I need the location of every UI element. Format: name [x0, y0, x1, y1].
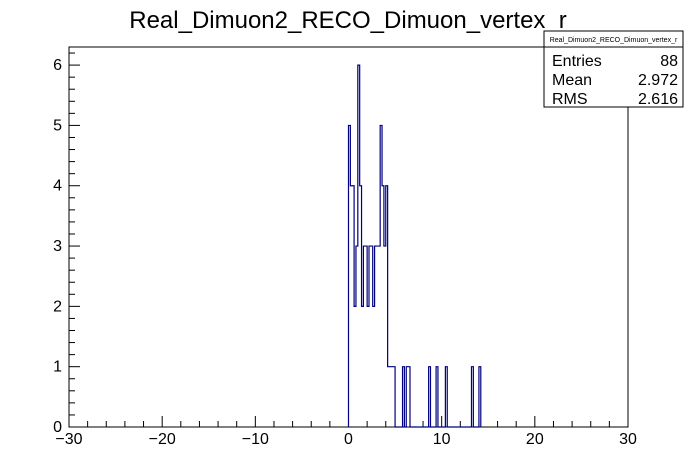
- stats-box-frame: [543, 30, 684, 108]
- stats-mean-label: Mean: [552, 72, 592, 89]
- stats-entries-value: 88: [660, 53, 678, 70]
- y-tick-label: 0: [53, 419, 62, 436]
- x-tick-label: 30: [619, 431, 637, 448]
- y-tick-label: 4: [53, 178, 62, 195]
- y-tick-label: 1: [53, 359, 62, 376]
- x-tick-label: −10: [242, 431, 269, 448]
- stats-rms-value: 2.616: [638, 91, 678, 108]
- x-tick-label: 0: [344, 431, 353, 448]
- axis-ticks: [68, 52, 629, 428]
- stats-rms-label: RMS: [552, 91, 588, 108]
- histogram-line: [347, 64, 482, 428]
- x-tick-label: 20: [526, 431, 544, 448]
- x-tick-label: −30: [55, 431, 82, 448]
- chart-title: Real_Dimuon2_RECO_Dimuon_vertex_r: [129, 7, 567, 34]
- tick-labels: −30 −20 −10 0 10 20 30 0 1 2 3 4 5 6: [53, 57, 637, 448]
- stats-entries-label: Entries: [552, 53, 602, 70]
- y-tick-label: 6: [53, 57, 62, 74]
- stats-mean-value: 2.972: [638, 72, 678, 89]
- x-tick-label: −20: [149, 431, 176, 448]
- y-tick-label: 3: [53, 238, 62, 255]
- stats-box: Real_Dimuon2_RECO_Dimuon_vertex_r Entrie…: [543, 30, 684, 108]
- y-tick-label: 2: [53, 298, 62, 315]
- y-tick-label: 5: [53, 117, 62, 134]
- x-tick-label: 10: [433, 431, 451, 448]
- histogram-series: [347, 64, 482, 428]
- stats-box-title: Real_Dimuon2_RECO_Dimuon_vertex_r: [550, 37, 678, 44]
